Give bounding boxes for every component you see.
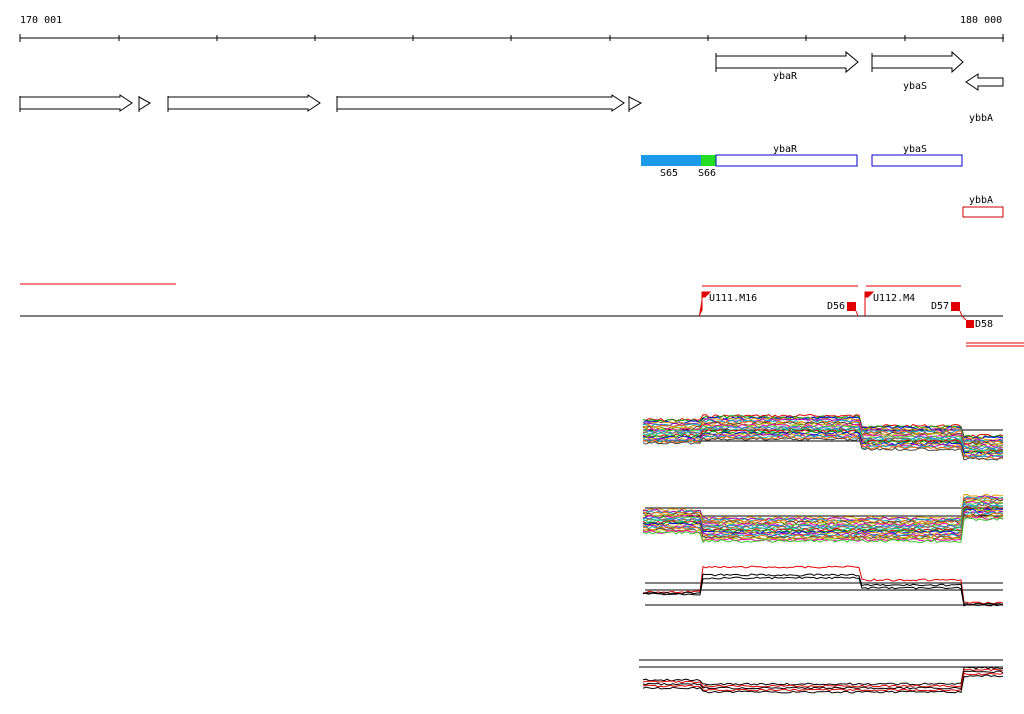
profile-4-trace: [642, 668, 1003, 688]
unit-label-U112: U112.M4: [873, 293, 916, 304]
profile-2-trace: [642, 508, 1003, 535]
promoter-flag-U111[interactable]: [698, 291, 712, 317]
gene-arrow-unlabeled-3[interactable]: [167, 94, 321, 112]
gene-arrow-unlabeled-2[interactable]: [138, 96, 151, 111]
segment-label-S66: S66: [698, 168, 717, 179]
gene-arrow-unlabeled-5[interactable]: [628, 96, 643, 111]
profile-1-trace: [643, 425, 1004, 450]
gene-arrow-ybaR[interactable]: [715, 50, 859, 74]
annotation-box-ybaS[interactable]: [871, 154, 963, 167]
terminator-label-D56: D56: [827, 301, 846, 312]
annotation-label-ybaR: ybaR: [773, 144, 798, 155]
profile-2-trace: [642, 517, 1004, 544]
profile-4-trace: [642, 666, 1004, 686]
gene-arrow-ybaS[interactable]: [871, 50, 964, 74]
profile-1-trace: [642, 436, 1004, 461]
gene-arrow-ybbA[interactable]: [965, 73, 1004, 91]
profile-1-trace: [642, 425, 1004, 449]
profile-1-trace: [642, 422, 1004, 447]
terminator-label-D57: D57: [931, 301, 950, 312]
annotation-label-ybaS: ybaS: [903, 144, 928, 155]
profile-1-trace: [642, 429, 1004, 454]
terminator-label-D58: D58: [975, 319, 994, 330]
gene-label-ybbA: ybbA: [969, 113, 994, 124]
promoter-flag-U112[interactable]: [864, 291, 875, 316]
annotation-box-ybaR[interactable]: [715, 154, 858, 167]
gene-arrow-unlabeled-1[interactable]: [19, 94, 133, 112]
gene-label-ybaR: ybaR: [773, 71, 798, 82]
profile-3-trace: [642, 576, 1004, 607]
profile-1-trace: [642, 415, 1004, 439]
profile-4-trace: [642, 674, 1004, 694]
profile-4-trace: [642, 672, 1004, 692]
unit-label-U111: U111.M16: [709, 293, 758, 304]
ruler-start-label: 170 001: [20, 15, 63, 26]
position-ruler: [19, 34, 1004, 42]
annotation-box-ybbA[interactable]: [962, 206, 1004, 218]
gene-label-ybaS: ybaS: [903, 81, 928, 92]
segment-S66-bar[interactable]: [701, 155, 716, 166]
profile-1-trace: [643, 417, 1004, 442]
profile-2-trace: [642, 502, 1004, 529]
profile-3-trace: [642, 565, 1004, 605]
profile-4-trace: [642, 670, 1004, 690]
terminator-D58[interactable]: [966, 320, 974, 328]
segment-S65-bar[interactable]: [641, 155, 701, 166]
segment-label-S65: S65: [660, 168, 679, 179]
terminator-D57[interactable]: [951, 302, 960, 311]
ruler-end-label: 180 000: [960, 15, 1003, 26]
annotation-label-ybbA: ybbA: [969, 195, 994, 206]
profile-3-trace: [642, 573, 1004, 606]
gene-arrow-unlabeled-4[interactable]: [336, 94, 625, 112]
terminator-D56[interactable]: [847, 302, 856, 311]
profile-1-trace: [642, 420, 1004, 445]
